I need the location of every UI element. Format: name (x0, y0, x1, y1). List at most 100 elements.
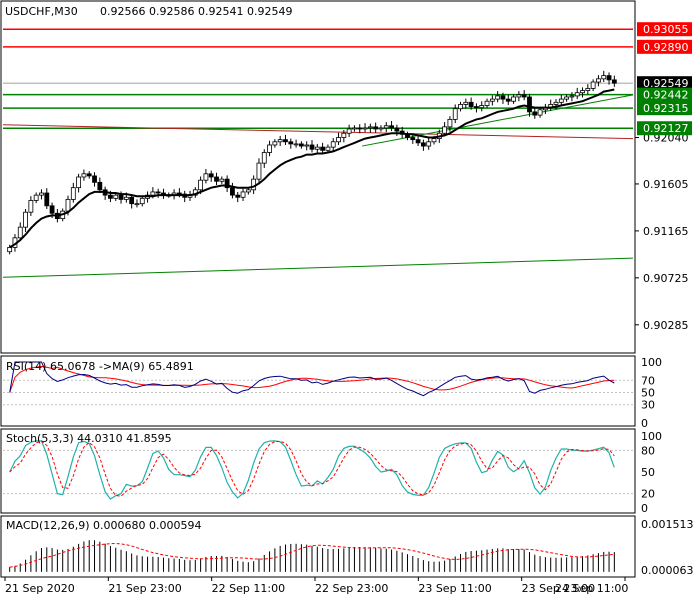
x-tick-label: 22 Sep 23:00 (315, 582, 388, 595)
candle-body (580, 90, 585, 94)
candle-body (44, 192, 50, 207)
candle-body (198, 179, 204, 191)
candle-body (28, 200, 34, 213)
candle-body (585, 88, 591, 91)
candle-body (590, 81, 596, 89)
trendline (2, 124, 634, 140)
candle-body (70, 187, 76, 200)
y-tick-label: 0.91605 (643, 178, 689, 191)
rsi-ma-line (9, 365, 615, 393)
price-label-text: 0.92442 (643, 89, 689, 102)
candle-body (97, 181, 103, 191)
stoch-title: Stoch(5,3,3) 44.0310 41.8595 (6, 432, 172, 445)
candle-body (230, 187, 235, 196)
candle-body (569, 95, 575, 98)
candle-body (420, 142, 426, 147)
candle-body (415, 139, 421, 144)
macd-histogram (9, 540, 615, 572)
y-tick-label: 0.91165 (643, 225, 689, 238)
candle-body (341, 132, 347, 138)
stoch-levels (3, 449, 633, 495)
main-title-ohlc: 0.92566 0.92586 0.92541 0.92549 (100, 5, 292, 18)
candle-body (298, 143, 304, 147)
macd-y-axis: 0.001513 0.000063 (641, 518, 694, 577)
candle-body (474, 106, 479, 109)
stoch-y-tick-label: 100 (641, 430, 662, 443)
macd-y-tick-label: 0.000063 (641, 564, 694, 577)
candle-body (17, 226, 23, 239)
candle-body (596, 78, 601, 83)
x-tick-label: 21 Sep 2020 (5, 582, 75, 595)
candle-body (65, 199, 71, 212)
candle-body (564, 96, 570, 100)
candle-body (511, 96, 516, 102)
rsi-y-tick-label: 70 (641, 374, 655, 387)
main-title-symbol: USDCHF,M30 (5, 5, 78, 18)
candle-body (442, 126, 448, 134)
candle-body (86, 173, 92, 177)
candle-body (150, 191, 156, 196)
stoch-y-tick-label: 0 (641, 502, 648, 515)
candle-body (293, 143, 299, 146)
candle-body (468, 101, 474, 107)
candle-body (283, 139, 288, 143)
candle-body (245, 189, 251, 193)
candle-body (527, 96, 532, 113)
stoch-y-tick-label: 50 (641, 466, 655, 479)
price-label-box (637, 101, 692, 116)
x-tick-label: 24 Sep 11:00 (555, 582, 628, 595)
candle-body (81, 173, 87, 178)
candle-body (330, 141, 336, 148)
candle-body (606, 75, 612, 81)
candle-body (373, 126, 379, 130)
price-label-box (637, 121, 692, 136)
y-tick-label: 0.90725 (643, 272, 689, 285)
candle-body (139, 197, 145, 205)
candle-body (357, 127, 363, 130)
candle-body (108, 194, 113, 199)
x-tick-label: 23 Sep 23:00 (522, 582, 595, 595)
candle-body (336, 137, 341, 143)
macd-title: MACD(12,26,9) 0.000680 0.000594 (6, 519, 202, 532)
x-tick-label: 23 Sep 11:00 (418, 582, 491, 595)
rsi-y-tick-label: 30 (641, 399, 655, 412)
candle-body (261, 152, 267, 164)
candle-body (346, 128, 352, 134)
candle-body (49, 205, 55, 214)
candle-body (320, 146, 326, 151)
price-label-box (637, 87, 692, 102)
candle-body (33, 194, 39, 201)
candle-body (352, 127, 357, 130)
candle-body (277, 139, 283, 143)
ema-line (9, 88, 615, 249)
candle-body (367, 126, 373, 129)
x-tick-label: 22 Sep 11:00 (212, 582, 285, 595)
candle-body (267, 144, 272, 153)
candle-body (134, 203, 140, 206)
rsi-title: RSI(14) 65.0678 ->MA(9) 65.4891 (6, 360, 194, 373)
price-label-box (637, 76, 692, 91)
rsi-line (9, 361, 615, 397)
y-tick-label: 0.90285 (643, 319, 689, 332)
stoch-y-tick-label: 80 (641, 444, 655, 457)
candle-body (537, 109, 543, 116)
candle-body (431, 138, 437, 143)
stoch-signal-line (9, 440, 615, 497)
candle-body (288, 141, 294, 145)
main-horizontal-levels (3, 28, 633, 129)
candle-body (458, 104, 463, 110)
rsi-y-tick-label: 0 (641, 417, 648, 430)
price-label-text: 0.92890 (643, 41, 689, 54)
candle-body (325, 146, 331, 151)
candle-body (516, 94, 522, 98)
candle-body (553, 101, 559, 105)
candle-body (505, 98, 511, 102)
candle-body (214, 176, 219, 182)
candle-body (601, 75, 607, 80)
candle-body (532, 111, 538, 116)
price-label-box (637, 39, 692, 54)
time-axis: 21 Sep 2020 21 Sep 23:00 22 Sep 11:00 22 Se… (4, 577, 628, 595)
